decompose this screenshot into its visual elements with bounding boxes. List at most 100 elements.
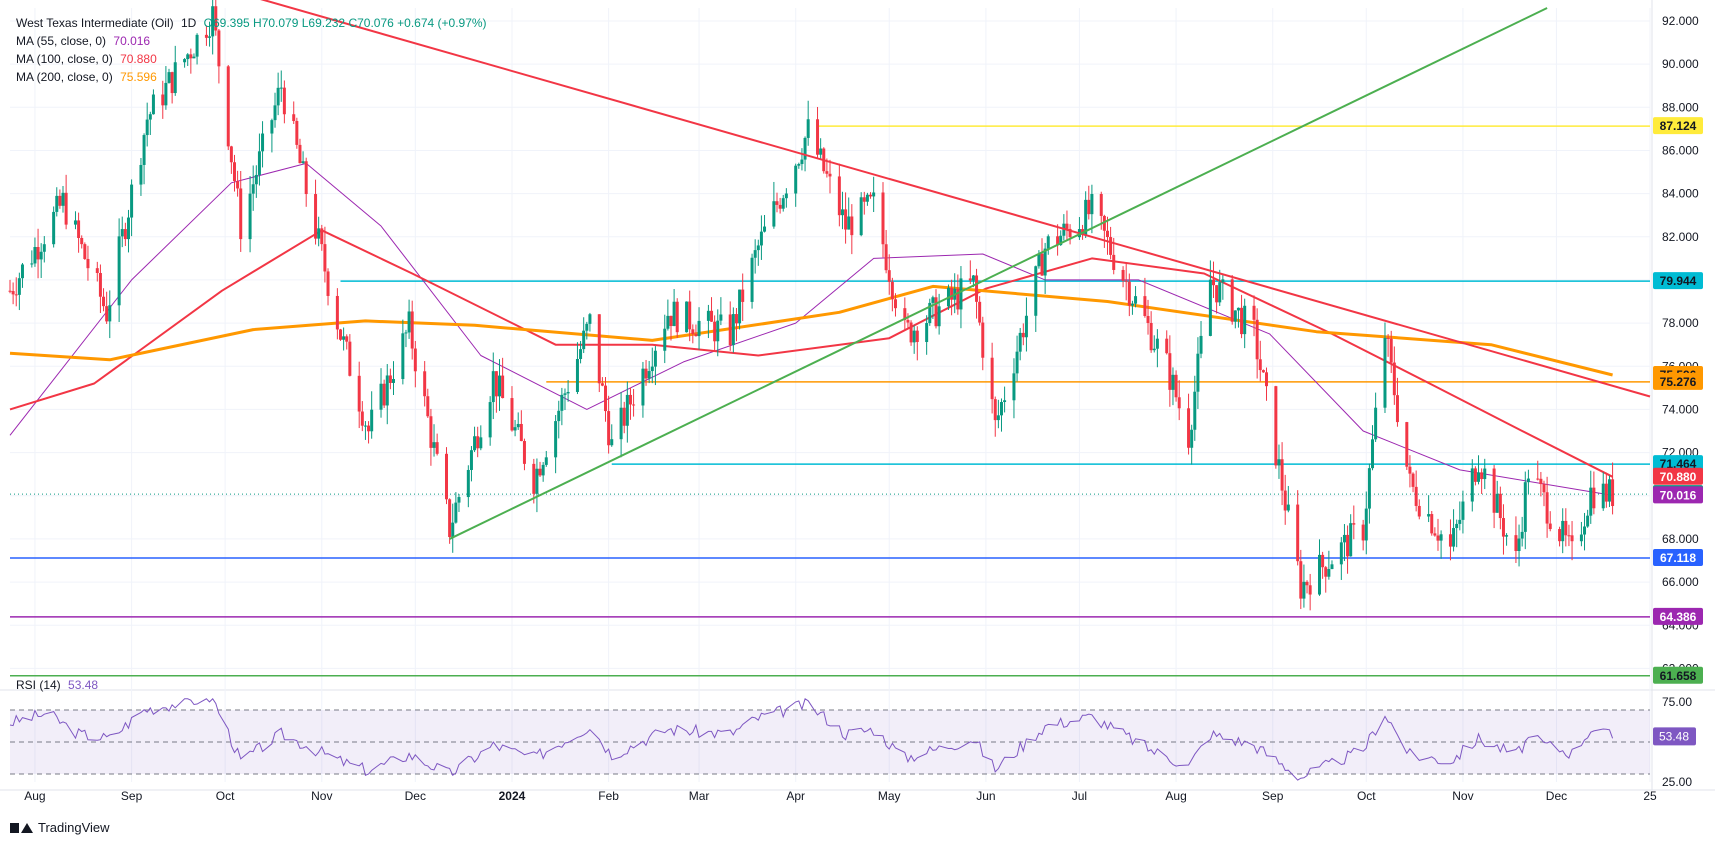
legend-ma200[interactable]: MA (200, close, 0) 75.596 — [16, 68, 487, 86]
candle-body — [893, 299, 897, 309]
candle-body — [8, 290, 12, 292]
candle-body — [1152, 348, 1156, 351]
candle-body — [869, 194, 873, 197]
x-tick-label: May — [878, 789, 901, 803]
candle-body — [151, 94, 155, 115]
candle-body — [909, 322, 913, 343]
legend-ma100[interactable]: MA (100, close, 0) 70.880 — [16, 50, 487, 68]
candle-body — [282, 87, 286, 115]
candle-body — [1308, 585, 1312, 595]
time-axis[interactable]: Aug Sep Oct Nov Dec 2024 Feb Mar Apr May Jun Jul Aug… — [24, 789, 1657, 803]
candle-body — [862, 197, 866, 202]
candle-body — [1211, 279, 1215, 286]
legend-symbol-row[interactable]: West Texas Intermediate (Oil) 1D O69.395… — [16, 14, 487, 32]
candle-body — [1371, 439, 1375, 469]
candle-body — [1539, 478, 1543, 485]
candle-body — [1386, 337, 1390, 339]
candle-body — [1601, 483, 1605, 509]
legend-ma55[interactable]: MA (55, close, 0) 70.016 — [16, 32, 487, 50]
candle-body — [314, 194, 318, 239]
candle-body — [756, 245, 760, 251]
rsi-legend[interactable]: RSI (14) 53.48 — [16, 678, 98, 692]
interval: 1D — [180, 16, 197, 30]
candle-body — [236, 181, 240, 189]
candle-body — [251, 184, 255, 194]
rsi-tick-label: 75.00 — [1662, 695, 1692, 709]
candle-body — [217, 30, 221, 67]
candle-body — [999, 402, 1003, 416]
candle-body — [1215, 285, 1219, 303]
candle-body — [42, 244, 46, 252]
candle-body — [1230, 279, 1234, 322]
x-tick-label: Dec — [405, 789, 426, 803]
candle-body — [1395, 395, 1399, 423]
candle-body — [1193, 391, 1197, 430]
candle-body — [139, 164, 143, 185]
candle-body — [706, 310, 710, 321]
candle-body — [1252, 305, 1256, 320]
rsi-price-label — [1653, 727, 1696, 746]
candle-body — [423, 371, 427, 397]
candle-body — [1143, 296, 1147, 316]
candle-body — [535, 468, 539, 494]
candle-body — [391, 379, 395, 383]
candle-body — [519, 423, 523, 442]
candle-body — [108, 305, 112, 322]
candle-body — [382, 383, 386, 406]
candle-body — [410, 311, 414, 349]
candle-body — [1221, 279, 1225, 283]
price-label-text: 79.944 — [1660, 274, 1697, 288]
candle-body — [1321, 554, 1325, 568]
ma200-value: 75.596 — [120, 70, 157, 84]
tradingview-logo-icon — [10, 821, 33, 835]
candle-body — [510, 398, 514, 431]
candle-body — [1339, 542, 1343, 565]
candle-body — [1090, 194, 1094, 215]
candle-body — [968, 278, 972, 281]
candle-body — [1558, 529, 1562, 542]
candle-body — [1526, 478, 1530, 483]
candle-body — [1411, 473, 1415, 487]
candle-body — [925, 323, 929, 343]
candle-body — [1436, 535, 1440, 541]
ma100-value: 70.880 — [120, 52, 157, 66]
candle-body — [1043, 248, 1047, 276]
y-tick-label: 74.000 — [1662, 402, 1699, 416]
price-label — [1653, 666, 1703, 684]
candle-body — [560, 394, 564, 411]
candle-body — [1165, 338, 1169, 354]
candle-body — [1265, 372, 1269, 387]
candle-body — [1455, 523, 1459, 529]
ma55-value: 70.016 — [113, 34, 151, 48]
candle-body — [588, 314, 592, 324]
candle-body — [775, 201, 779, 205]
candle-body — [148, 114, 152, 120]
candle-body — [1102, 215, 1106, 231]
candle-body — [186, 54, 190, 60]
candle-body — [36, 247, 40, 260]
price-label-text: 70.016 — [1660, 488, 1697, 502]
horizontal-levels — [10, 125, 1650, 677]
candle-body — [1586, 515, 1590, 527]
candle-body — [1208, 279, 1212, 336]
candle-body — [1280, 459, 1284, 491]
candle-body — [501, 375, 505, 399]
candle-body — [566, 391, 570, 394]
candle-body — [607, 411, 611, 446]
candle-body — [14, 294, 18, 296]
candle-body — [522, 441, 526, 464]
candle-body — [956, 288, 960, 310]
candle-body — [1302, 581, 1306, 599]
candle-body — [632, 404, 636, 406]
footer[interactable]: TradingView — [10, 820, 110, 835]
candle-body — [915, 330, 919, 343]
candle-body — [33, 247, 37, 264]
candle-body — [697, 320, 701, 337]
candle-body — [1583, 526, 1587, 535]
candle-body — [828, 173, 832, 177]
candle-body — [691, 329, 695, 335]
candle-body — [183, 59, 187, 63]
candle-body — [1236, 307, 1240, 311]
y-tick-label: 92.000 — [1662, 14, 1699, 28]
candle-body — [123, 229, 127, 240]
